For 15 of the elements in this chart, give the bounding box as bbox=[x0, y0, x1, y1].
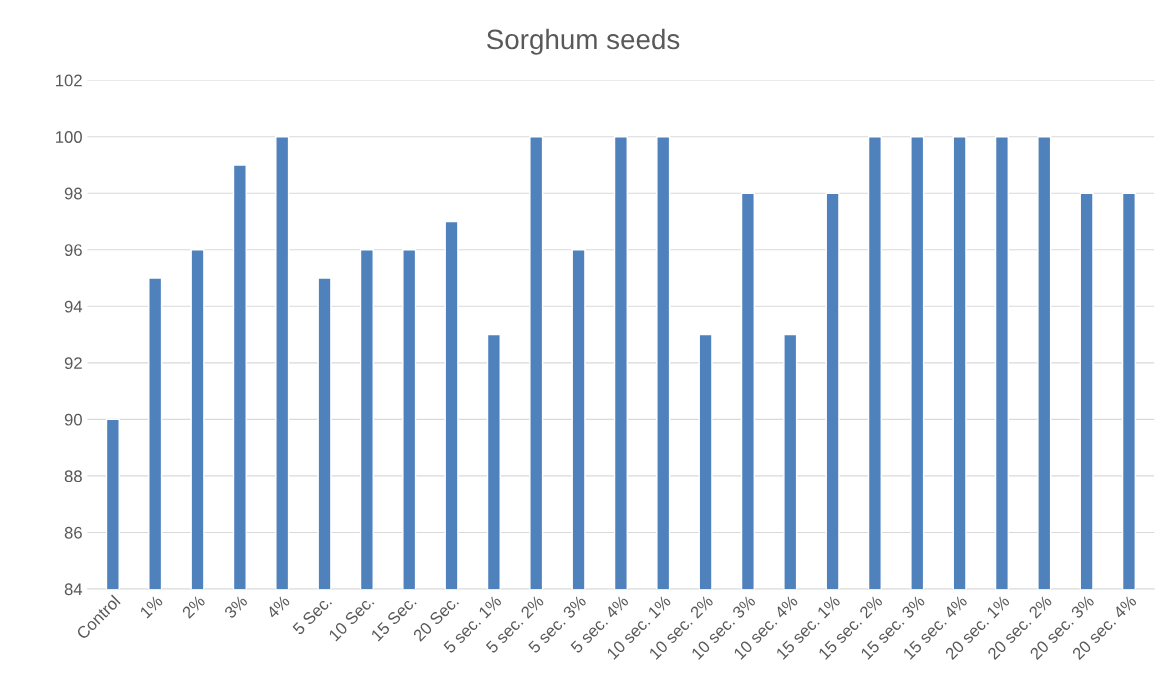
y-tick-label: 84 bbox=[64, 583, 83, 596]
chart-title: Sorghum seeds bbox=[486, 28, 680, 55]
y-tick-label: 98 bbox=[64, 187, 82, 200]
y-tick-label: 102 bbox=[56, 74, 82, 87]
y-tick-label: 86 bbox=[64, 526, 82, 539]
x-tick-label: 3% bbox=[223, 594, 249, 620]
y-tick-label: 100 bbox=[56, 131, 82, 143]
x-tick-label: 4% bbox=[265, 594, 291, 620]
y-tick-label: 90 bbox=[64, 413, 82, 426]
y-tick-label: 88 bbox=[64, 470, 82, 483]
x-tick-label: 1% bbox=[139, 594, 164, 619]
y-tick-label: 96 bbox=[64, 244, 82, 256]
y-tick-label: 94 bbox=[64, 300, 83, 313]
x-tick-label: 2% bbox=[181, 594, 206, 619]
y-tick-label: 92 bbox=[64, 357, 82, 370]
